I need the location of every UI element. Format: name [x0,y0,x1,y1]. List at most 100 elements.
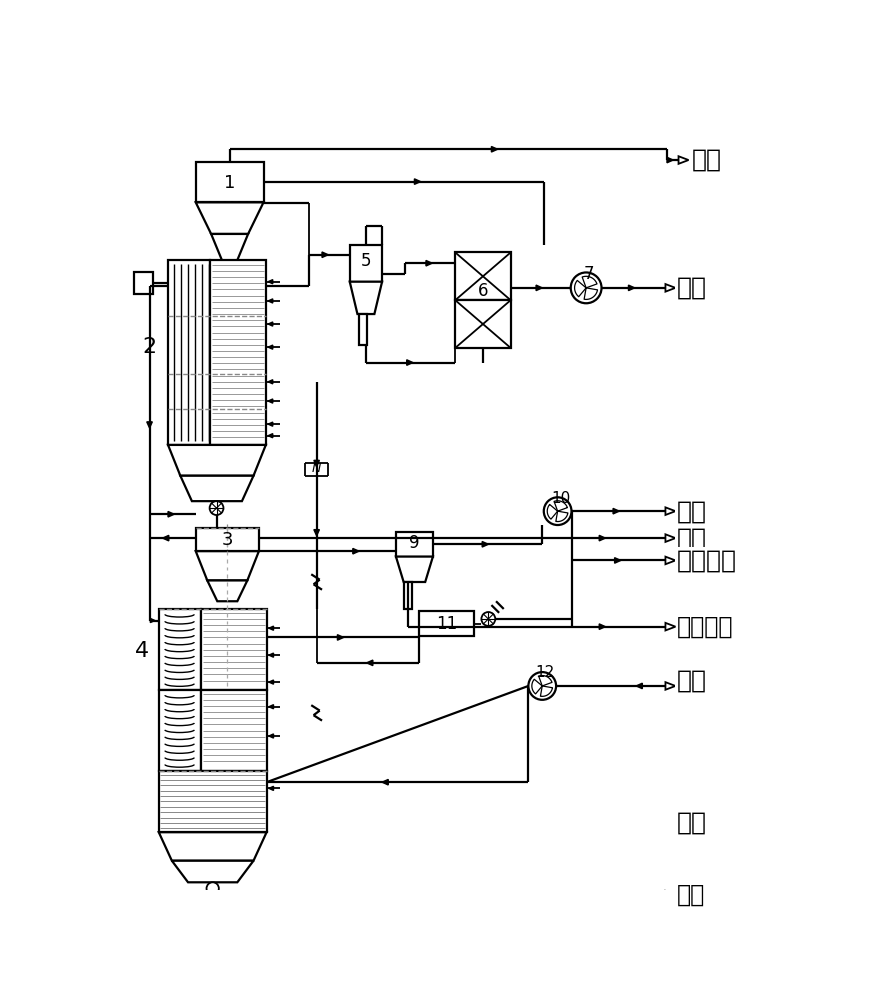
Circle shape [481,612,495,626]
Text: 2: 2 [142,337,156,357]
Text: 3: 3 [222,531,233,549]
Polygon shape [159,832,267,861]
Circle shape [570,272,601,303]
Bar [159,609,201,690]
Text: 1: 1 [224,174,235,192]
Polygon shape [168,511,174,517]
Polygon shape [337,635,343,640]
Polygon shape [636,683,642,689]
Polygon shape [414,179,420,184]
Polygon shape [313,530,320,536]
Polygon shape [666,891,675,898]
Circle shape [209,501,223,515]
Text: 半焦: 半焦 [677,810,706,834]
Text: 烟气: 烟气 [677,276,707,300]
Polygon shape [666,623,675,630]
Polygon shape [482,541,488,547]
Polygon shape [350,282,382,314]
Polygon shape [268,345,273,349]
Polygon shape [492,146,498,152]
Polygon shape [600,892,606,897]
Polygon shape [196,202,263,234]
Text: 煤气: 煤气 [677,499,706,523]
Polygon shape [322,252,328,258]
Text: 氨水: 氨水 [677,526,706,550]
Polygon shape [666,534,675,542]
Polygon shape [666,557,675,564]
Text: 7: 7 [583,265,593,283]
Polygon shape [407,360,413,365]
Polygon shape [162,535,169,541]
Polygon shape [667,157,673,163]
Polygon shape [268,434,273,438]
Polygon shape [269,680,274,684]
Text: 10: 10 [551,491,570,506]
Bar [168,260,210,445]
Polygon shape [268,322,273,326]
Text: 空气: 空气 [677,669,707,693]
Polygon shape [615,558,621,563]
Text: 6: 6 [478,282,488,300]
Bar [456,300,510,348]
Polygon shape [269,734,274,738]
Polygon shape [196,551,259,580]
Bar [456,252,510,300]
Polygon shape [180,476,253,501]
Polygon shape [268,399,273,403]
Polygon shape [353,548,359,554]
Text: 焦油氨水: 焦油氨水 [677,548,737,572]
Circle shape [544,497,571,525]
Polygon shape [678,156,689,164]
Bar [159,771,267,832]
Polygon shape [269,786,274,790]
Polygon shape [396,557,433,582]
Bar [196,162,263,202]
Bar [419,611,474,636]
Polygon shape [268,422,273,426]
Bar [396,532,433,557]
Polygon shape [382,779,389,785]
Bar [201,690,267,771]
Polygon shape [150,618,155,623]
Circle shape [207,882,219,895]
Polygon shape [211,234,248,260]
Bar [134,272,153,294]
Polygon shape [172,861,253,882]
Circle shape [528,672,556,700]
Text: 烟气: 烟气 [677,276,706,300]
Text: 半焦: 半焦 [677,810,707,834]
Polygon shape [666,507,675,515]
Bar [359,314,366,345]
Text: 空气: 空气 [677,669,706,693]
Bar [350,245,382,282]
Bar [404,582,412,609]
Polygon shape [666,284,675,292]
Polygon shape [147,422,152,428]
Polygon shape [269,626,274,630]
Bar [159,690,201,771]
Text: 9: 9 [409,534,419,552]
Polygon shape [666,682,675,690]
Bar [210,260,266,445]
Bar [201,609,267,690]
Text: 12: 12 [536,665,555,680]
Polygon shape [208,580,247,601]
Polygon shape [268,380,273,384]
Text: 半焦: 半焦 [677,883,706,907]
Polygon shape [613,508,619,514]
Text: 粉煤: 粉煤 [691,148,720,172]
Polygon shape [600,535,606,541]
Text: 11: 11 [436,615,457,633]
Text: 粉煤: 粉煤 [691,148,721,172]
Bar [196,528,259,551]
Text: 焦油氨水: 焦油氨水 [677,615,734,639]
Polygon shape [366,660,373,666]
Polygon shape [313,460,320,466]
Text: 氨水: 氨水 [677,526,707,550]
Polygon shape [168,445,266,476]
Polygon shape [426,260,432,266]
Polygon shape [600,624,606,629]
Text: 焦油氨水: 焦油氨水 [677,548,734,572]
Text: 煤气: 煤气 [677,499,707,523]
Text: 4: 4 [135,641,149,661]
